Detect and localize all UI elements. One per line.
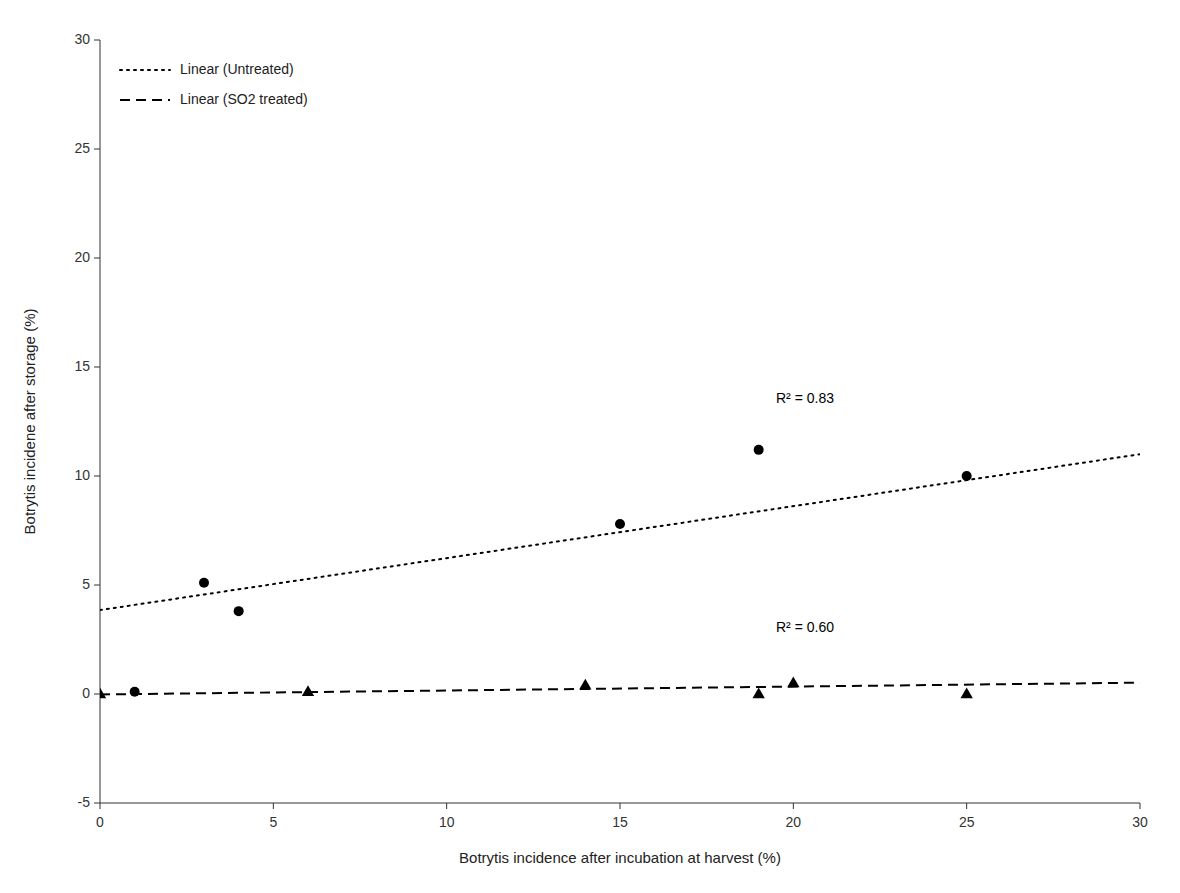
point-circle <box>130 687 140 697</box>
y-tick-label: 20 <box>74 249 90 265</box>
legend-swatch <box>120 69 170 71</box>
x-tick-label: 20 <box>786 814 802 830</box>
x-tick <box>446 803 447 809</box>
y-tick <box>94 40 100 41</box>
x-tick <box>966 803 967 809</box>
x-tick <box>100 803 101 809</box>
annotation: R² = 0.60 <box>776 619 834 635</box>
x-tick <box>793 803 794 809</box>
y-tick <box>94 803 100 804</box>
x-tick <box>620 803 621 809</box>
y-tick <box>94 367 100 368</box>
y-tick <box>94 585 100 586</box>
x-tick-label: 30 <box>1132 814 1148 830</box>
y-tick-label: 10 <box>74 467 90 483</box>
trend-line <box>100 683 1140 695</box>
point-triangle <box>100 688 106 699</box>
x-tick-label: 5 <box>269 814 277 830</box>
x-tick-label: 0 <box>96 814 104 830</box>
chart: 0 5 10 15 20 25 30 -5 0 5 10 15 20 25 30 Botrytis incid… <box>0 0 1180 893</box>
y-tick-label: -5 <box>78 794 91 810</box>
point-triangle <box>302 685 314 696</box>
point-circle <box>234 606 244 616</box>
x-axis-label: Botrytis incidence after incubation at h… <box>459 849 781 866</box>
y-tick-label: 0 <box>82 685 90 701</box>
plot-area <box>100 445 1140 698</box>
x-tick <box>273 803 274 809</box>
annotation: R² = 0.83 <box>776 390 834 406</box>
x-tick-label: 25 <box>959 814 975 830</box>
axes: 0 5 10 15 20 25 30 -5 0 5 10 15 20 25 30 <box>74 31 1148 830</box>
y-axis-label: Botrytis incidene after storage (%) <box>21 309 38 535</box>
y-tick-label: 30 <box>74 31 90 47</box>
y-tick-label: 5 <box>82 576 90 592</box>
trend-line <box>100 454 1140 610</box>
y-tick <box>94 694 100 695</box>
legend-label: Linear (Untreated) <box>180 61 294 77</box>
y-tick-label: 25 <box>74 140 90 156</box>
y-tick <box>94 476 100 477</box>
point-circle <box>615 519 625 529</box>
legend-label: Linear (SO2 treated) <box>180 91 308 107</box>
legend-swatch <box>120 99 170 101</box>
point-circle <box>754 445 764 455</box>
x-tick <box>1140 803 1141 809</box>
point-triangle <box>960 688 972 699</box>
legend: Linear (Untreated) Linear (SO2 treated) <box>120 61 308 107</box>
y-tick <box>94 258 100 259</box>
x-tick-label: 10 <box>439 814 455 830</box>
y-tick <box>94 149 100 150</box>
x-tick-label: 15 <box>612 814 628 830</box>
point-triangle <box>752 688 764 699</box>
y-tick-label: 15 <box>74 358 90 374</box>
point-circle <box>199 578 209 588</box>
